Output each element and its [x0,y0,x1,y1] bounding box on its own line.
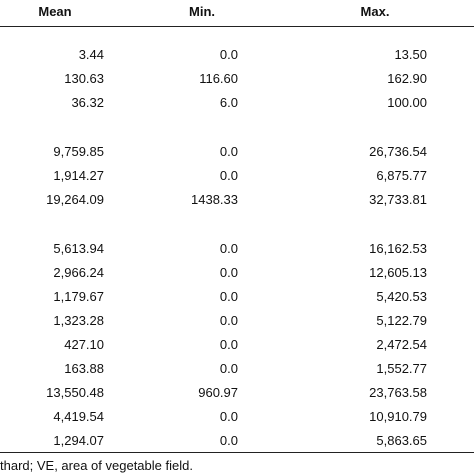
table-cell: 2,472.54 [376,337,427,352]
bottom-rule [0,452,474,453]
table-cell: 6.0 [219,95,238,110]
table-cell: 5,613.94 [53,241,104,256]
table-cell: 0.0 [219,409,238,424]
table-cell: 10,910.79 [369,409,427,424]
header-rule [0,26,474,27]
table-cell: 0.0 [219,337,238,352]
table-cell: 5,420.53 [376,289,427,304]
table-cell: 26,736.54 [369,144,427,159]
table-cell: 163.88 [64,361,104,376]
table-cell: 0.0 [219,47,238,62]
table-cell: 130.63 [64,71,104,86]
table-cell: 36.32 [71,95,104,110]
column-header: Max. [360,4,390,19]
table-cell: 5,863.65 [376,433,427,448]
table-cell: 1,179.67 [53,289,104,304]
table-cell: 1,552.77 [376,361,427,376]
table-cell: 0.0 [219,241,238,256]
footnote: thard; VE, area of vegetable field. [0,458,193,473]
column-header: Mean [38,4,72,19]
table-cell: 12,605.13 [369,265,427,280]
table-cell: 32,733.81 [369,192,427,207]
table-cell: 3.44 [78,47,104,62]
table-cell: 1,294.07 [53,433,104,448]
table-cell: 1,323.28 [53,313,104,328]
table-cell: 0.0 [219,168,238,183]
table-cell: 1438.33 [191,192,238,207]
table-cell: 100.00 [387,95,427,110]
table-cell: 0.0 [219,289,238,304]
table-cell: 116.60 [199,71,238,86]
table-cell: 960.97 [198,385,238,400]
table-cell: 9,759.85 [53,144,104,159]
table-cell: 13,550.48 [46,385,104,400]
table-cell: 1,914.27 [53,168,104,183]
table-cell: 19,264.09 [46,192,104,207]
column-header: Min. [189,4,215,19]
table-cell: 0.0 [219,265,238,280]
table-cell: 13.50 [394,47,427,62]
table-cell: 0.0 [219,144,238,159]
table-cell: 162.90 [387,71,427,86]
table-cell: 5,122.79 [376,313,427,328]
table-cell: 427.10 [64,337,104,352]
table-cell: 23,763.58 [369,385,427,400]
table-cell: 4,419.54 [53,409,104,424]
table-cell: 0.0 [219,433,238,448]
table-cell: 16,162.53 [369,241,427,256]
table-cell: 6,875.77 [376,168,427,183]
table-cell: 0.0 [219,313,238,328]
table-cell: 2,966.24 [53,265,104,280]
table-cell: 0.0 [219,361,238,376]
